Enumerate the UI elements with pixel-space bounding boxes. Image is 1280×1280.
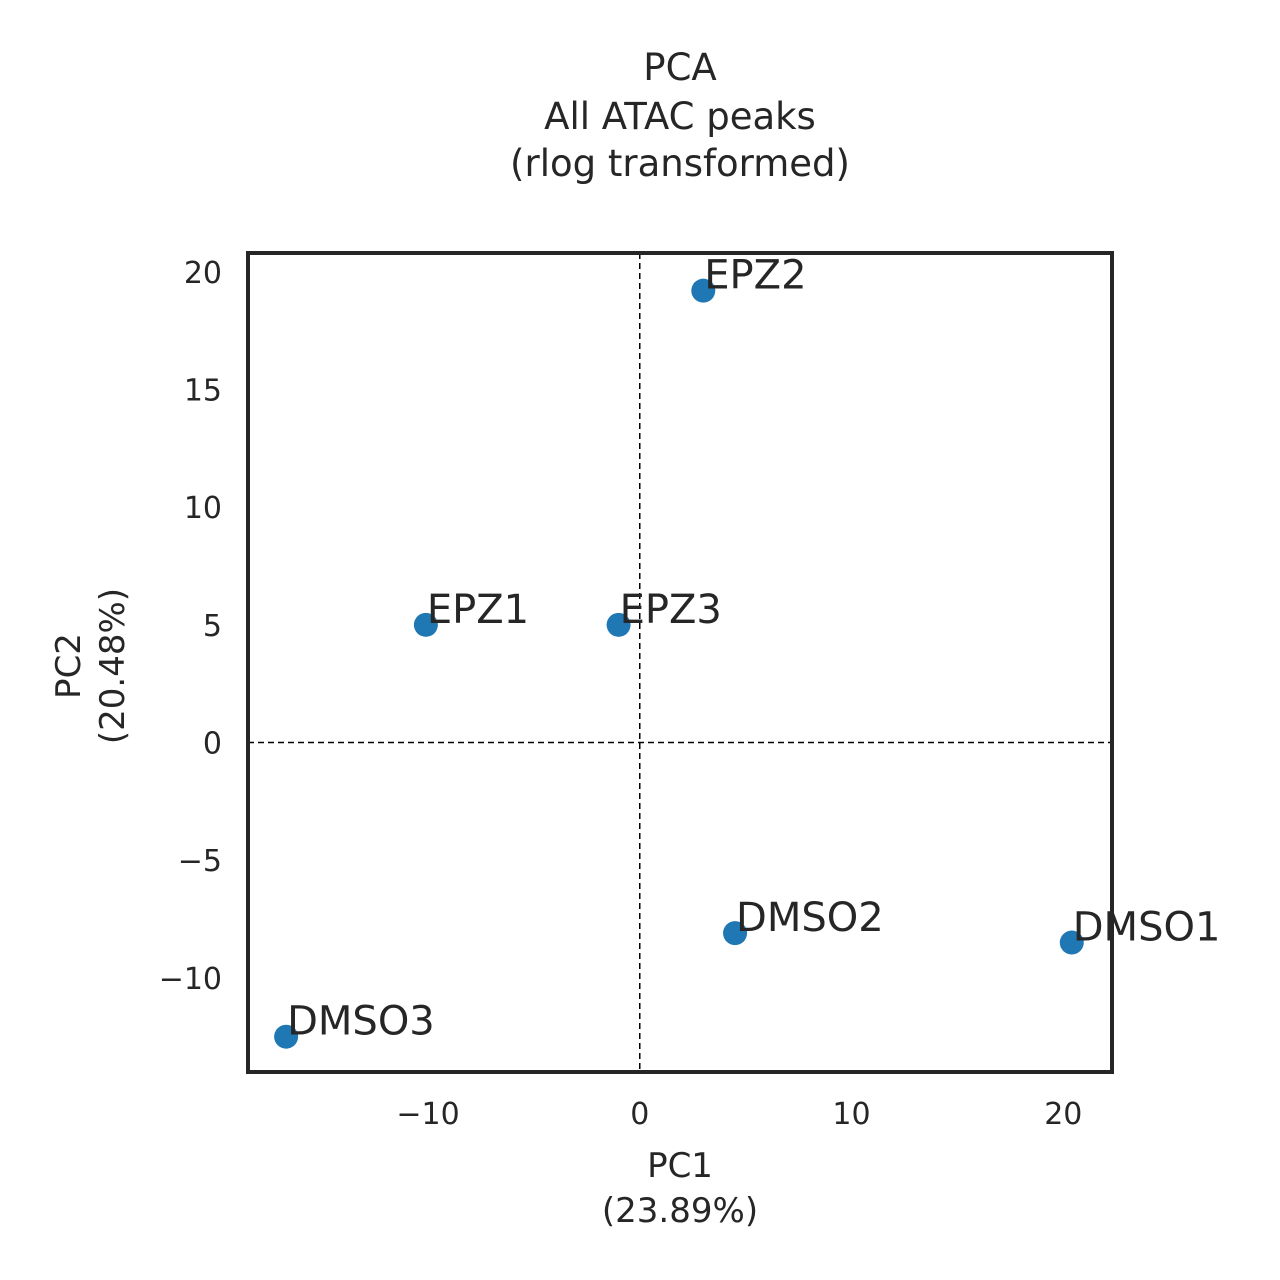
x-axis-label-line-1: PC1 [647,1146,713,1186]
data-point-labels: EPZ2 EPZ1 EPZ3 DMSO2 DMSO1 DMSO3 [287,253,1220,1045]
data-points [274,278,1084,1049]
x-tick-label: 20 [1044,1097,1082,1132]
y-tick-label: 20 [184,256,222,291]
x-tick-label: −10 [396,1097,459,1132]
x-axis-label-line-2: (23.89%) [602,1191,758,1231]
x-tick-label: 0 [630,1097,649,1132]
data-label-epz2: EPZ2 [704,253,806,299]
x-axis-ticks: −10 0 10 20 [396,1097,1082,1132]
y-axis-label: PC2 (20.48%) [49,588,133,744]
x-axis-label: PC1 (23.89%) [602,1146,758,1231]
data-point-epz2 [691,278,716,303]
data-label-epz3: EPZ3 [620,587,722,633]
y-tick-label: −10 [159,962,222,997]
data-point-epz1 [413,612,438,637]
plot-frame [246,251,1114,1074]
y-tick-label: 0 [203,727,222,762]
y-tick-label: 15 [184,374,222,409]
data-point-epz3 [606,612,631,637]
data-label-dmso2: DMSO2 [736,895,884,941]
data-label-dmso1: DMSO1 [1073,905,1221,951]
data-point-dmso2 [723,921,748,946]
x-tick-label: 10 [832,1097,870,1132]
data-point-dmso3 [274,1024,299,1049]
y-tick-label: −5 [178,844,222,879]
y-axis-label-line-2: (20.48%) [93,588,133,744]
y-axis-ticks: −10 −5 0 5 10 15 20 [159,256,222,997]
y-tick-label: 10 [184,491,222,526]
chart-title-line-1: PCA [643,46,716,89]
zero-reference-lines [248,253,1112,1072]
data-point-dmso1 [1059,930,1084,955]
y-axis-label-line-1: PC2 [49,633,89,699]
chart-title-line-3: (rlog transformed) [510,142,850,185]
data-label-epz1: EPZ1 [427,587,529,633]
data-label-dmso3: DMSO3 [287,999,435,1045]
chart-title-line-2: All ATAC peaks [544,95,816,138]
y-tick-label: 5 [203,609,222,644]
chart-title: PCA All ATAC peaks (rlog transformed) [510,46,850,185]
